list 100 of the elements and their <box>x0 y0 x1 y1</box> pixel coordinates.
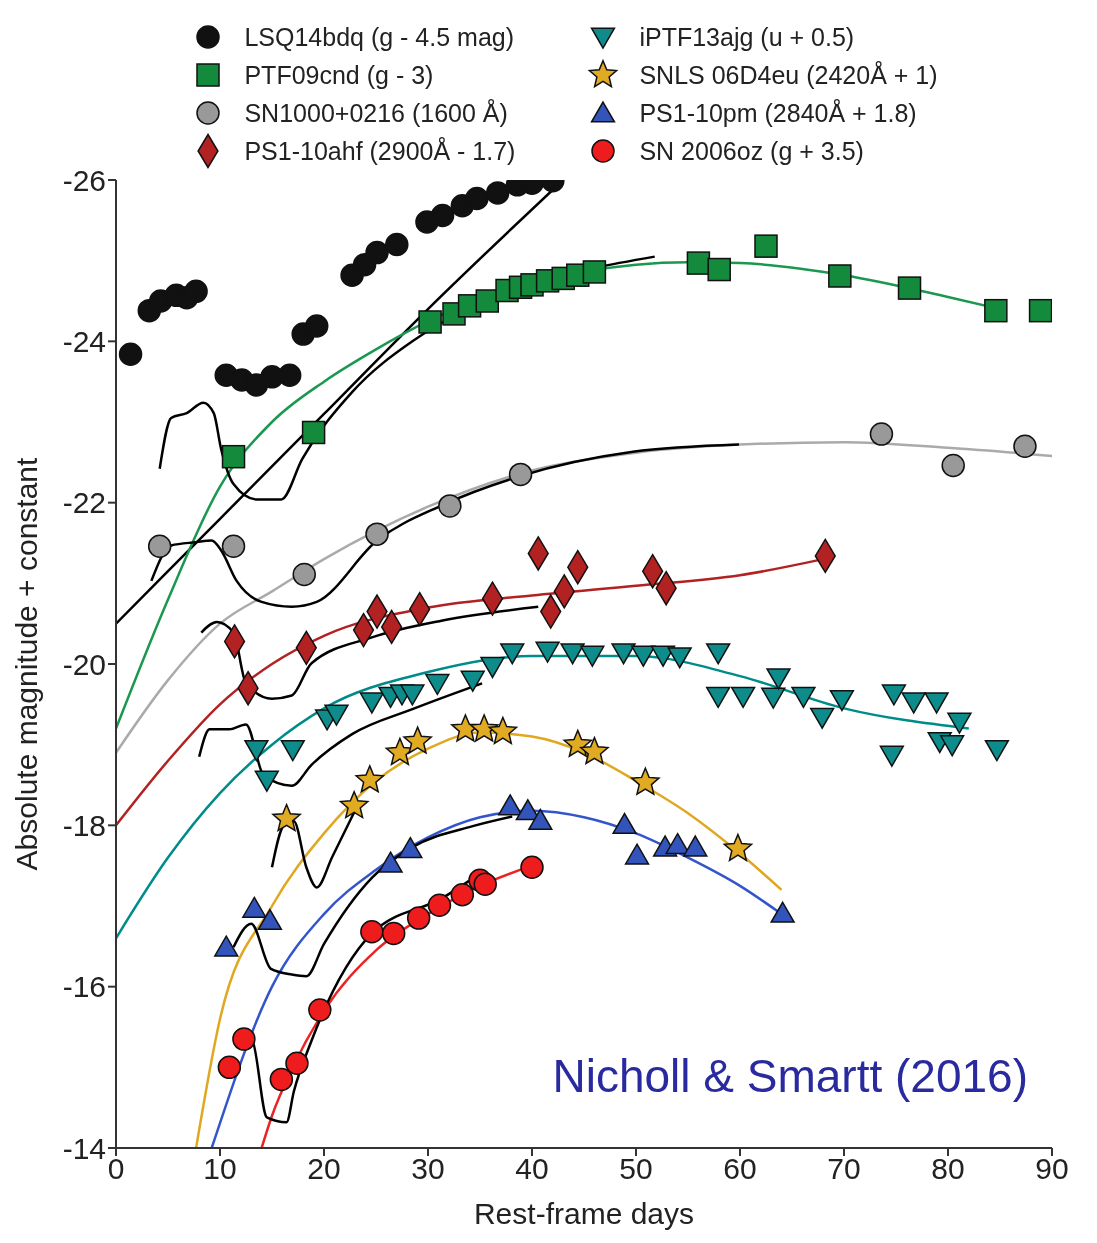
point <box>254 770 279 792</box>
point <box>269 1067 294 1092</box>
legend-label: iPTF13ajg (u + 0.5) <box>639 22 855 52</box>
point <box>705 643 731 665</box>
x-tick-label: 90 <box>1035 1152 1069 1186</box>
x-tick-label: 40 <box>515 1152 549 1186</box>
point <box>324 704 349 726</box>
point <box>683 835 708 857</box>
point <box>425 673 450 696</box>
annotation: Nicholl & Smartt (2016) <box>552 1049 1028 1103</box>
point <box>381 921 406 946</box>
point <box>947 712 972 734</box>
y-tick-label: -14 <box>62 1131 106 1165</box>
point <box>705 686 731 709</box>
x-tick-label: 20 <box>307 1152 341 1186</box>
point <box>280 739 305 762</box>
point <box>984 739 1010 762</box>
line-series <box>116 654 971 940</box>
point <box>723 833 753 862</box>
x-tick-label: 10 <box>203 1152 237 1186</box>
point <box>406 906 431 930</box>
point <box>365 240 389 265</box>
point <box>292 562 316 587</box>
y-tick-label: -18 <box>62 808 106 842</box>
point <box>754 234 778 258</box>
point <box>869 422 894 446</box>
legend-label: SN 2006oz (g + 3.5) <box>639 136 864 166</box>
y-tick-label: -22 <box>62 486 106 520</box>
point <box>897 276 922 300</box>
point <box>360 920 384 944</box>
x-tick-label: 0 <box>107 1152 125 1186</box>
point <box>147 534 172 558</box>
point <box>304 314 329 338</box>
point <box>879 745 905 767</box>
legend-label: PS1-10ahf (2900Å - 1.7) <box>244 136 516 166</box>
point <box>272 803 301 832</box>
x-tick-label: 60 <box>723 1152 757 1186</box>
point <box>244 739 269 762</box>
point <box>232 1027 256 1051</box>
point <box>430 203 455 228</box>
point <box>359 692 385 714</box>
y-axis-title: Absolute magnitude + constant <box>9 456 43 871</box>
point <box>563 729 593 757</box>
y-tick-label: -24 <box>62 324 106 358</box>
point <box>308 998 332 1022</box>
point <box>277 363 302 387</box>
y-tick-label: -20 <box>62 647 106 681</box>
point <box>520 855 544 880</box>
point <box>469 714 499 742</box>
point <box>214 935 239 957</box>
point <box>378 851 403 873</box>
point <box>624 843 650 865</box>
point <box>631 645 656 667</box>
point <box>184 279 208 304</box>
point <box>941 453 965 478</box>
point <box>488 716 518 745</box>
point <box>257 908 283 931</box>
point <box>221 444 246 469</box>
point <box>398 836 423 859</box>
point <box>427 893 452 917</box>
point <box>901 692 926 714</box>
point <box>611 643 636 665</box>
point <box>730 686 756 709</box>
x-tick-label: 50 <box>619 1152 653 1186</box>
point <box>285 1051 309 1076</box>
point <box>612 812 637 835</box>
point <box>465 186 489 211</box>
point <box>809 707 835 729</box>
point <box>761 687 786 709</box>
point <box>485 181 510 205</box>
y-tick-label: -16 <box>62 970 106 1004</box>
point <box>1013 434 1037 458</box>
point <box>355 765 385 793</box>
point <box>667 647 692 669</box>
legend-label: PTF09cnd (g - 3) <box>244 60 434 90</box>
legend-label: SN1000+0216 (1600 Å) <box>244 98 508 128</box>
point <box>1028 298 1052 323</box>
x-tick-label: 80 <box>931 1152 965 1186</box>
point <box>829 689 855 712</box>
point <box>500 643 525 665</box>
point <box>580 645 605 667</box>
point <box>580 736 609 765</box>
point <box>403 726 432 754</box>
x-tick-label: 30 <box>411 1152 445 1186</box>
point <box>924 692 949 714</box>
legend-label: LSQ14bdq (g - 4.5 mag) <box>244 22 515 52</box>
point <box>686 251 711 275</box>
point <box>497 794 523 816</box>
point <box>118 342 143 366</box>
point <box>665 832 690 855</box>
point <box>631 767 660 795</box>
point <box>582 260 607 284</box>
point <box>791 686 816 709</box>
point <box>365 522 389 546</box>
point <box>939 735 965 757</box>
point <box>766 668 791 690</box>
point <box>508 462 533 487</box>
point <box>881 684 907 706</box>
point <box>707 257 731 282</box>
point <box>418 310 442 334</box>
